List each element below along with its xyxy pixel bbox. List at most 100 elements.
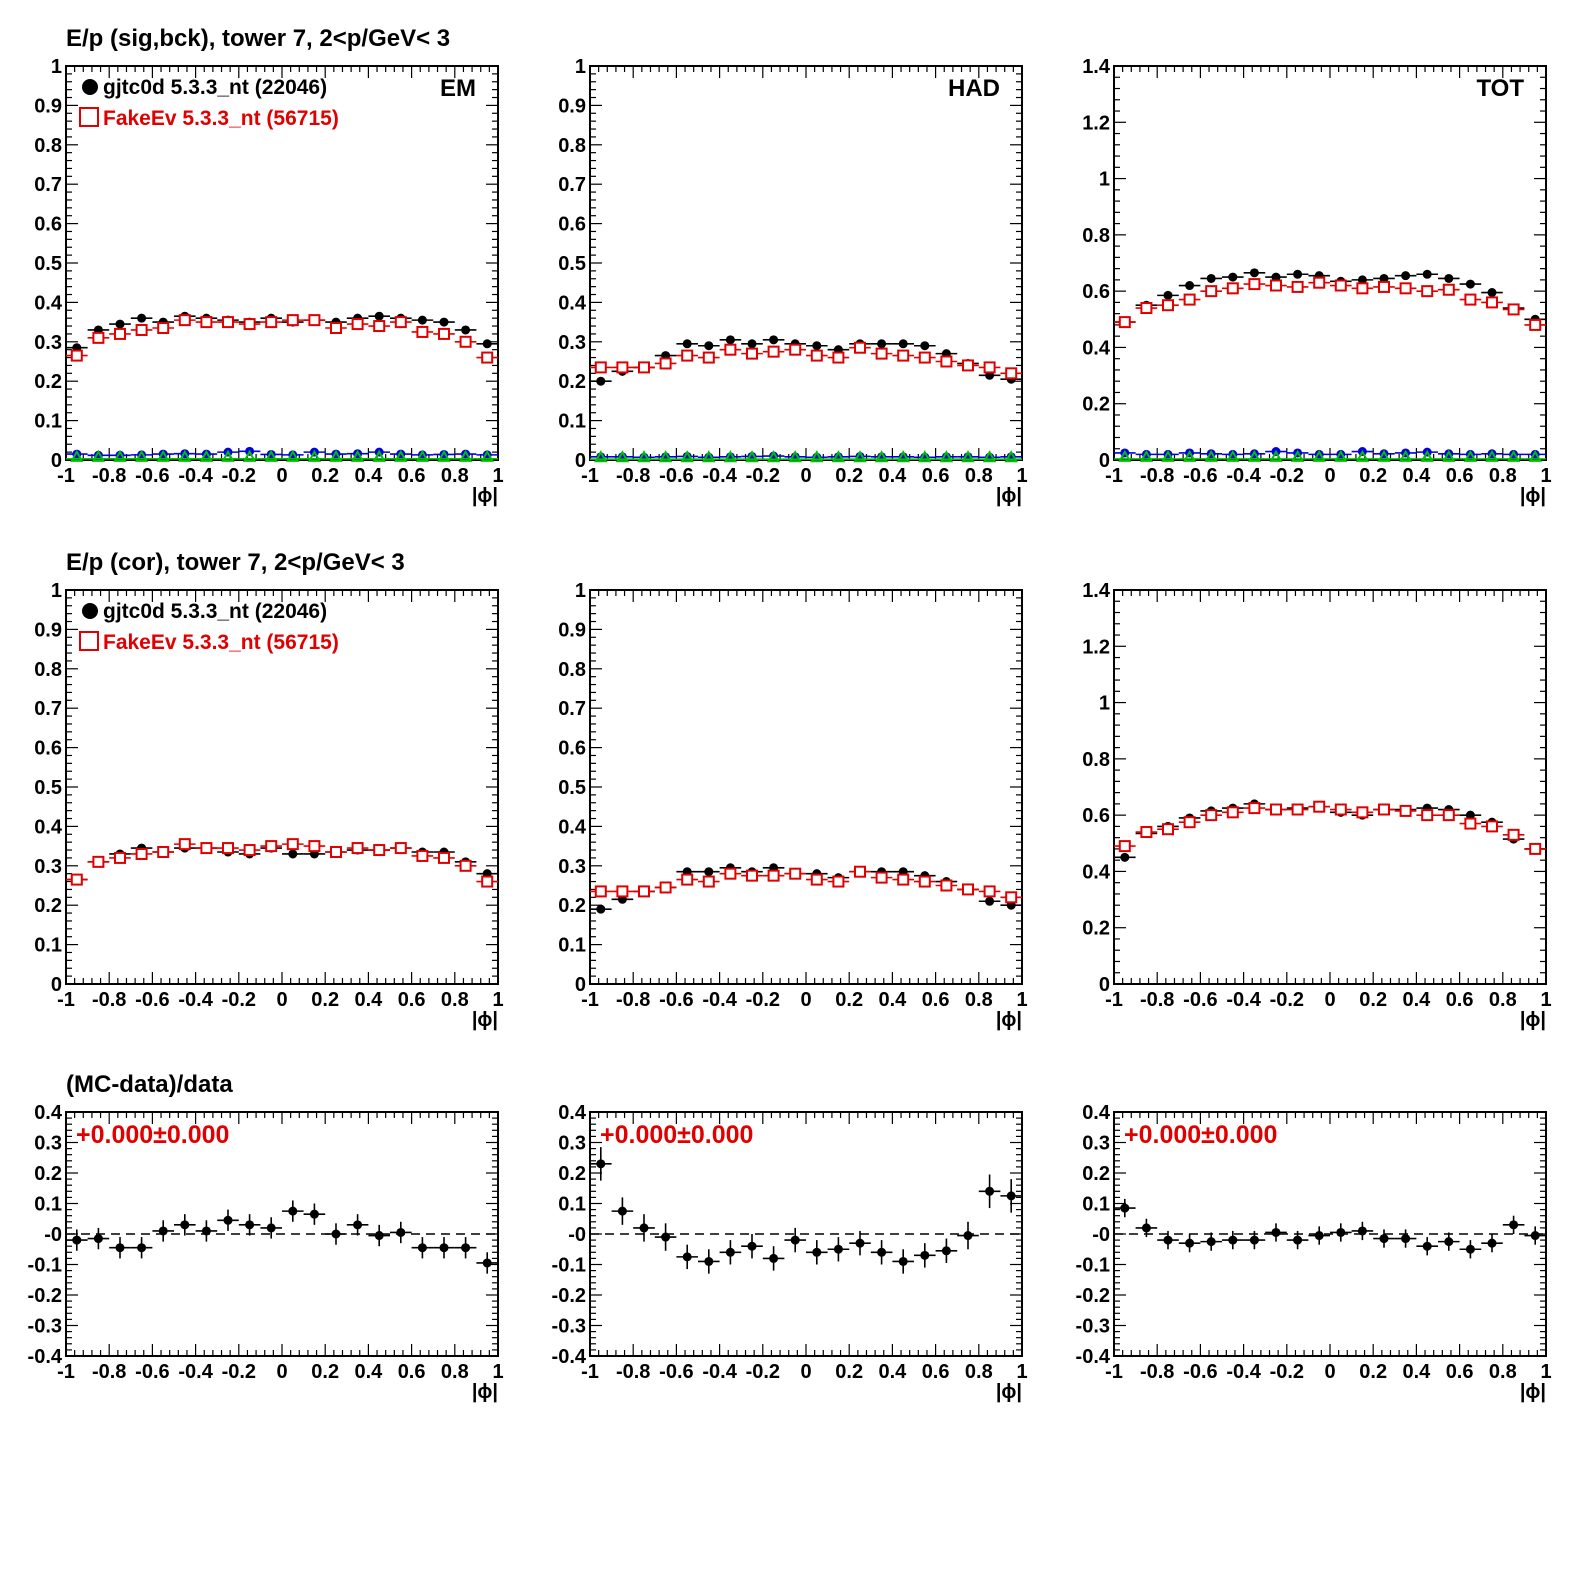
data-point xyxy=(1465,1244,1475,1254)
y-tick-label: 1 xyxy=(51,580,62,602)
data-point xyxy=(1120,1203,1130,1213)
y-tick-label: 0 xyxy=(51,450,62,472)
y-tick-label: 0.4 xyxy=(34,292,63,314)
y-tick-label: 0.2 xyxy=(558,1163,586,1185)
x-tick-label: -0.4 xyxy=(702,1361,737,1383)
y-tick-label: 1.2 xyxy=(1082,636,1110,658)
y-tick-label: -0.1 xyxy=(1076,1255,1110,1277)
data-point xyxy=(723,450,738,463)
data-point xyxy=(480,449,494,462)
x-tick-label: 0.4 xyxy=(354,1361,383,1383)
data-point xyxy=(704,1256,714,1266)
x-tick-label: -0.6 xyxy=(1183,1361,1217,1383)
y-tick-label: 0.9 xyxy=(558,619,586,641)
data-point xyxy=(1005,891,1018,904)
data-point xyxy=(1422,269,1432,279)
data-point xyxy=(1420,449,1434,462)
series-1 xyxy=(1114,800,1546,855)
series-0 xyxy=(66,843,498,885)
data-point xyxy=(459,335,472,348)
chart-panel-r0c2: -1 -0.8 -0.6 -0.4 -0.2 0 0.2 0.4 0.6 0.8 1 0 0.2 0.4 0… xyxy=(1082,56,1551,507)
data-point xyxy=(812,341,822,351)
y-tick-label: -0 xyxy=(568,1224,586,1246)
data-point xyxy=(681,349,694,362)
x-tick-label: 0.8 xyxy=(965,989,993,1011)
data-point xyxy=(832,875,845,888)
x-tick-label: 0.6 xyxy=(1446,989,1474,1011)
data-point xyxy=(637,450,651,463)
data-point xyxy=(416,849,429,862)
data-point xyxy=(1401,271,1411,281)
series-0 xyxy=(66,311,498,353)
chart-panel-r2c0: (MC-data)/data -1 -0.8 -0.6 -0.4 -0.2 0 0.2 0.4 0… xyxy=(28,1071,504,1403)
plot-frame xyxy=(65,65,499,461)
legend-marker-square xyxy=(79,107,99,127)
data-point xyxy=(439,1243,449,1253)
data-point xyxy=(747,1241,757,1251)
x-tick-label: 0.2 xyxy=(1359,1361,1387,1383)
x-axis-label: |ϕ| xyxy=(996,1009,1022,1031)
x-tick-label: 0 xyxy=(1324,989,1335,1011)
data-point xyxy=(1401,1234,1411,1244)
data-point xyxy=(1247,449,1262,462)
data-point xyxy=(439,317,449,327)
x-tick-label: -0.6 xyxy=(1183,989,1217,1011)
data-point xyxy=(724,867,737,880)
x-tick-label: -0.2 xyxy=(222,1361,256,1383)
x-tick-label: 0.6 xyxy=(398,1361,426,1383)
series-1 xyxy=(1114,276,1546,331)
data-point xyxy=(242,449,257,462)
data-point xyxy=(680,450,694,463)
data-point xyxy=(940,879,953,892)
data-point xyxy=(1293,269,1303,279)
x-tick-label: -0.2 xyxy=(746,465,780,487)
data-point xyxy=(725,1247,735,1257)
data-point xyxy=(1465,810,1475,820)
x-tick-label: -0.2 xyxy=(746,989,780,1011)
data-point xyxy=(788,450,802,463)
data-point xyxy=(939,450,954,463)
data-point xyxy=(615,450,630,463)
data-point xyxy=(1205,809,1218,822)
row-title: (MC-data)/data xyxy=(66,1071,233,1098)
data-point xyxy=(769,1253,779,1263)
data-point xyxy=(157,322,170,335)
data-point xyxy=(1529,842,1542,855)
data-point xyxy=(1398,449,1413,462)
x-tick-label: 1 xyxy=(1016,465,1027,487)
data-point xyxy=(1313,800,1326,813)
data-point xyxy=(594,361,607,374)
y-tick-label: 0.8 xyxy=(34,135,62,157)
data-point xyxy=(1444,273,1454,283)
data-point xyxy=(982,450,997,463)
data-point xyxy=(854,865,866,878)
data-point xyxy=(394,842,407,855)
data-point xyxy=(1529,318,1542,331)
data-point xyxy=(616,361,629,374)
y-tick-label: 0.9 xyxy=(558,95,586,117)
y-tick-label: 0.1 xyxy=(558,411,586,433)
data-point xyxy=(1334,449,1348,462)
data-point xyxy=(243,318,256,331)
y-tick-label: 0.5 xyxy=(558,777,586,799)
x-tick-label: -1 xyxy=(57,1361,75,1383)
y-tick-label: -0.4 xyxy=(552,1346,587,1368)
data-point xyxy=(1004,450,1018,463)
x-tick-label: -0.4 xyxy=(1226,989,1261,1011)
y-tick-label: 1.2 xyxy=(1082,112,1110,134)
data-point xyxy=(616,885,629,898)
y-tick-label: 0.7 xyxy=(34,174,62,196)
x-tick-label: 0.4 xyxy=(1402,989,1431,1011)
data-point xyxy=(594,885,607,898)
plot-frame xyxy=(1113,589,1547,985)
series-0 xyxy=(1114,268,1546,327)
x-tick-label: -0.6 xyxy=(659,1361,693,1383)
y-tick-label: 0.4 xyxy=(1082,1102,1111,1124)
data-point xyxy=(199,449,214,462)
data-point xyxy=(265,840,278,853)
data-point xyxy=(1271,1227,1281,1237)
x-tick-label: 0 xyxy=(1324,1361,1335,1383)
data-point xyxy=(245,1220,255,1230)
data-point xyxy=(286,838,299,851)
data-point xyxy=(1228,1235,1238,1245)
